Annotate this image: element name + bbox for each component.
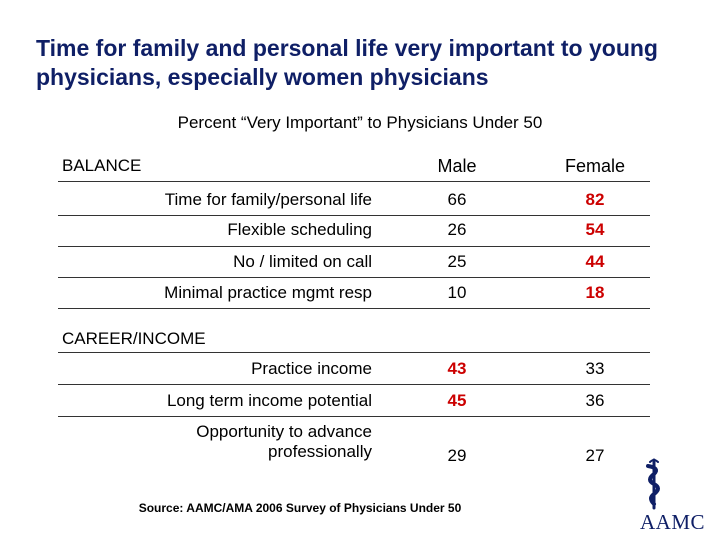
row-label: Time for family/personal life — [164, 190, 372, 209]
male-value: 45 — [447, 391, 467, 410]
male-value: 29 — [447, 446, 467, 465]
section-rule — [58, 352, 650, 353]
female-value: 36 — [585, 391, 605, 410]
section-heading-career-income: CAREER/INCOME — [62, 329, 206, 348]
header-rule — [58, 181, 650, 182]
female-value: 33 — [585, 359, 605, 378]
female-value: 82 — [585, 190, 605, 209]
male-value: 43 — [447, 359, 467, 378]
female-value: 18 — [585, 283, 605, 302]
section-heading-balance: BALANCE — [62, 156, 142, 175]
female-value: 54 — [585, 220, 605, 239]
male-value: 26 — [447, 220, 467, 239]
row-label: Practice income — [251, 359, 372, 378]
row-label: Flexible scheduling — [227, 220, 372, 239]
column-header-female: Female — [564, 156, 626, 176]
row-rule — [58, 277, 650, 278]
male-value: 25 — [447, 252, 467, 271]
row-label: Minimal practice mgmt resp — [164, 283, 372, 302]
caduceus-icon — [646, 458, 660, 510]
row-rule — [58, 308, 650, 309]
logo-text: AAMC — [640, 510, 706, 534]
row-rule — [58, 384, 650, 385]
row-rule — [58, 215, 650, 216]
column-header-male: Male — [437, 156, 477, 176]
source-note: Source: AAMC/AMA 2006 Survey of Physicia… — [138, 501, 462, 515]
table-subtitle: Percent “Very Important” to Physicians U… — [177, 113, 543, 132]
row-label: Opportunity to advance professionally — [196, 422, 372, 461]
page-title: Time for family and personal life very i… — [36, 35, 658, 90]
row-label: Long term income potential — [166, 391, 372, 410]
female-value: 27 — [585, 446, 605, 465]
male-value: 66 — [447, 190, 467, 209]
row-rule — [58, 416, 650, 417]
row-rule — [58, 246, 650, 247]
row-label: No / limited on call — [233, 252, 372, 271]
female-value: 44 — [585, 252, 605, 271]
male-value: 10 — [447, 283, 467, 302]
